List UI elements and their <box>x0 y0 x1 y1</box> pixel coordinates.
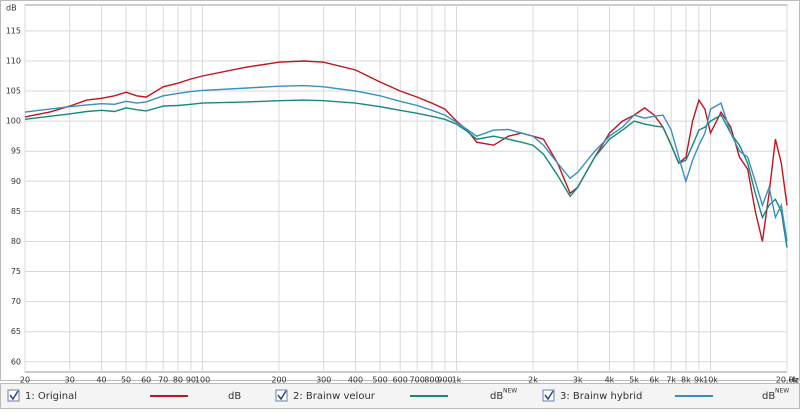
x-axis-label: Hz <box>789 376 799 385</box>
x-tick-label: 20 <box>20 376 30 385</box>
legend-checkbox[interactable] <box>542 389 555 402</box>
x-tick-label: 5k <box>629 376 639 385</box>
legend-label: 1: Original <box>25 391 77 402</box>
y-tick-label: 95 <box>11 147 21 156</box>
x-tick-label: 900 <box>437 376 452 385</box>
y-tick-label: 110 <box>6 56 21 65</box>
x-tick-label: 800 <box>424 376 439 385</box>
x-tick-label: 8k <box>681 376 691 385</box>
x-tick-label: 4k <box>605 376 615 385</box>
legend <box>0 383 800 409</box>
legend-checkbox[interactable] <box>7 389 20 402</box>
checkmark <box>9 390 19 401</box>
x-tick-label: 400 <box>348 376 363 385</box>
x-tick-label: 100 <box>195 376 210 385</box>
x-tick-label: 700 <box>410 376 425 385</box>
legend-unit: dB <box>762 391 775 402</box>
x-tick-label: 3k <box>573 376 583 385</box>
y-tick-label: 80 <box>11 237 21 246</box>
legend-label: 3: Brainw hybrid <box>560 391 642 402</box>
checkmark <box>277 390 287 401</box>
x-tick-label: 1k <box>452 376 462 385</box>
x-tick-label: 600 <box>393 376 408 385</box>
y-tick-label: 90 <box>11 177 21 186</box>
y-tick-label: 85 <box>11 207 21 216</box>
x-tick-label: 70 <box>158 376 168 385</box>
x-tick-label: 300 <box>316 376 331 385</box>
legend-unit: dB <box>490 391 503 402</box>
y-tick-label: 105 <box>6 87 21 96</box>
x-tick-label: 40 <box>96 376 106 385</box>
y-tick-label: 60 <box>11 357 21 366</box>
y-tick-label: 70 <box>11 297 21 306</box>
y-tick-label: 115 <box>6 26 21 35</box>
x-tick-label: 2k <box>528 376 538 385</box>
checkmark <box>544 390 554 401</box>
x-tick-label: 30 <box>65 376 75 385</box>
x-tick-label: 60 <box>141 376 151 385</box>
legend-label: 2: Brainw velour <box>293 391 376 402</box>
x-tick-label: 50 <box>121 376 131 385</box>
series-line <box>24 99 788 248</box>
legend-unit-note: NEW <box>503 388 517 395</box>
y-tick-label: 100 <box>6 117 21 126</box>
legend-unit-note: NEW <box>775 388 789 395</box>
series-line <box>24 84 788 242</box>
x-tick-label: 90 <box>186 376 196 385</box>
x-tick-label: 80 <box>173 376 183 385</box>
legend-checkbox[interactable] <box>275 389 288 402</box>
y-axis-label: dB <box>6 4 17 13</box>
x-tick-label: 9k <box>694 376 704 385</box>
x-tick-label: 20,0k <box>776 376 799 385</box>
x-tick-label: 10k <box>703 376 718 385</box>
plot-background <box>24 4 788 373</box>
y-tick-label: 75 <box>11 267 21 276</box>
y-tick-label: 65 <box>11 327 21 336</box>
legend-unit: dB <box>228 391 241 402</box>
x-tick-label: 6k <box>649 376 659 385</box>
x-tick-label: 500 <box>372 376 387 385</box>
x-tick-label: 200 <box>271 376 286 385</box>
x-tick-label: 7k <box>666 376 676 385</box>
